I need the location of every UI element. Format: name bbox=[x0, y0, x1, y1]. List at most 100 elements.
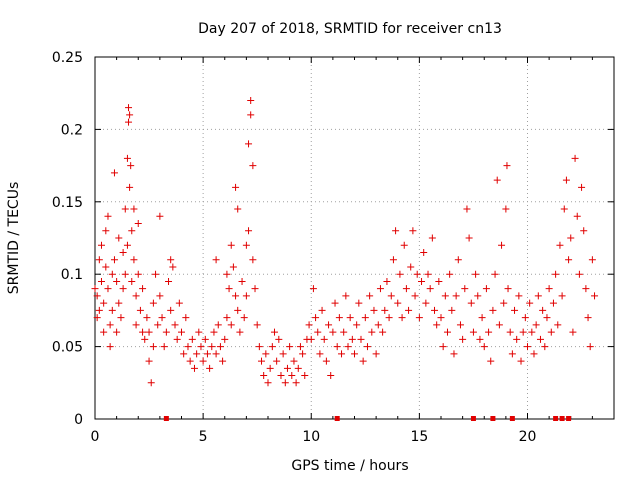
y-tick-label: 0 bbox=[74, 412, 83, 428]
data-point bbox=[543, 314, 551, 322]
data-point bbox=[474, 292, 482, 300]
data-point bbox=[569, 328, 577, 336]
data-point bbox=[195, 328, 203, 336]
data-point bbox=[565, 256, 573, 264]
zero-marker bbox=[509, 416, 515, 421]
data-point bbox=[91, 285, 99, 293]
data-point bbox=[147, 379, 155, 387]
data-point bbox=[454, 256, 462, 264]
y-axis-label: SRMTID / TECUs bbox=[6, 182, 22, 295]
data-point bbox=[247, 111, 255, 119]
data-point bbox=[247, 96, 255, 104]
data-point bbox=[203, 350, 211, 358]
data-point bbox=[141, 335, 149, 343]
data-point bbox=[534, 292, 542, 300]
data-point bbox=[134, 270, 142, 278]
data-point bbox=[409, 227, 417, 235]
data-point bbox=[97, 277, 105, 285]
data-point bbox=[342, 292, 350, 300]
data-point bbox=[169, 263, 177, 271]
data-point bbox=[119, 248, 127, 256]
data-point bbox=[199, 357, 207, 365]
data-point bbox=[357, 335, 365, 343]
data-point bbox=[351, 350, 358, 358]
data-point bbox=[281, 379, 289, 387]
data-point bbox=[575, 270, 583, 278]
data-point bbox=[521, 314, 529, 322]
data-point bbox=[173, 335, 181, 343]
data-point bbox=[307, 335, 315, 343]
data-point bbox=[344, 343, 352, 351]
data-point bbox=[503, 162, 511, 170]
y-tick-label: 0.1 bbox=[61, 267, 83, 283]
data-point bbox=[441, 292, 449, 300]
data-point bbox=[167, 306, 175, 314]
data-point bbox=[286, 343, 294, 351]
data-point bbox=[363, 343, 371, 351]
y-tick-label: 0.25 bbox=[52, 50, 83, 66]
data-point bbox=[294, 364, 302, 372]
data-point bbox=[208, 343, 216, 351]
data-point bbox=[366, 292, 374, 300]
data-point bbox=[519, 328, 527, 336]
data-point bbox=[125, 104, 133, 112]
data-point bbox=[381, 306, 389, 314]
data-point bbox=[121, 205, 129, 213]
data-point bbox=[110, 256, 118, 264]
data-point bbox=[318, 306, 326, 314]
data-point bbox=[588, 256, 596, 264]
data-point bbox=[325, 321, 333, 329]
data-point bbox=[188, 335, 196, 343]
data-point bbox=[123, 154, 131, 162]
data-point bbox=[108, 270, 116, 278]
data-point bbox=[359, 357, 367, 365]
data-point bbox=[127, 162, 135, 170]
data-point bbox=[456, 321, 464, 329]
data-point bbox=[316, 350, 324, 358]
data-point bbox=[275, 335, 283, 343]
data-point bbox=[149, 343, 157, 351]
data-point bbox=[586, 343, 594, 351]
data-point bbox=[327, 372, 335, 380]
data-point bbox=[528, 328, 536, 336]
data-point bbox=[396, 270, 404, 278]
data-point bbox=[184, 343, 192, 351]
data-point bbox=[182, 314, 190, 322]
data-point bbox=[340, 328, 348, 336]
x-tick-label: 10 bbox=[302, 429, 320, 445]
data-point bbox=[180, 350, 188, 358]
data-point bbox=[368, 328, 376, 336]
data-point bbox=[156, 212, 164, 220]
data-point bbox=[234, 205, 242, 213]
y-tick-label: 0.05 bbox=[52, 340, 83, 356]
data-point bbox=[312, 314, 320, 322]
data-point bbox=[556, 241, 564, 249]
data-point bbox=[536, 335, 544, 343]
data-point bbox=[439, 343, 447, 351]
grid bbox=[95, 57, 614, 419]
data-point bbox=[245, 227, 253, 235]
data-point bbox=[104, 285, 112, 293]
data-point bbox=[402, 285, 410, 293]
data-point bbox=[106, 343, 114, 351]
data-point bbox=[567, 234, 575, 242]
data-point bbox=[149, 299, 157, 307]
data-point bbox=[582, 285, 590, 293]
data-point bbox=[253, 321, 261, 329]
data-point bbox=[387, 292, 395, 300]
data-point bbox=[472, 270, 480, 278]
zero-level-markers bbox=[163, 416, 572, 421]
data-point bbox=[539, 306, 547, 314]
data-point bbox=[491, 270, 499, 278]
data-point bbox=[134, 220, 142, 228]
data-point bbox=[273, 357, 281, 365]
data-point bbox=[338, 350, 346, 358]
data-point bbox=[210, 328, 218, 336]
data-point bbox=[232, 183, 240, 191]
data-point bbox=[446, 270, 454, 278]
data-point bbox=[420, 248, 428, 256]
data-point bbox=[145, 328, 153, 336]
data-point bbox=[407, 263, 415, 271]
data-point bbox=[394, 299, 402, 307]
data-point bbox=[435, 277, 443, 285]
